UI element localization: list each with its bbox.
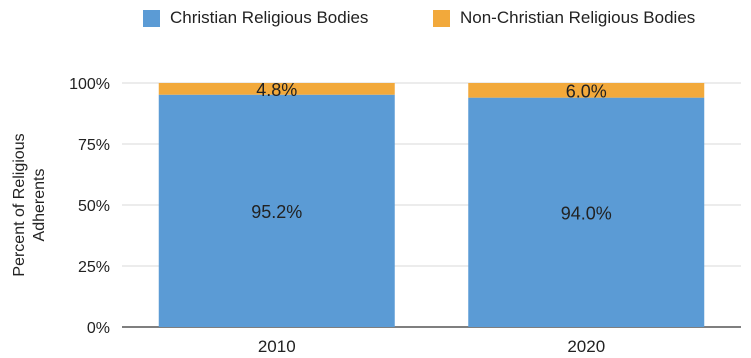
legend-swatch-non-christian (433, 9, 450, 27)
legend-label-christian: Christian Religious Bodies (170, 8, 369, 27)
data-label-non-christian-2020: 6.0% (566, 81, 607, 101)
bar-non-christian-2020 (468, 83, 705, 98)
data-label-christian-2020: 94.0% (561, 203, 612, 223)
data-label-non-christian-2010: 4.8% (256, 80, 297, 100)
x-tick-label-2020: 2020 (567, 337, 605, 356)
y-tick-label-50: 50% (78, 198, 110, 215)
y-axis-label-line-1: Percent of Religious (11, 133, 28, 276)
y-tick-label-25: 25% (78, 259, 110, 276)
bar-christian-2010 (158, 94, 395, 327)
data-label-christian-2010: 95.2% (251, 202, 302, 222)
bar-non-christian-2010 (158, 83, 395, 95)
legend: Christian Religious Bodies Non-Christian… (0, 8, 751, 36)
y-tick-label-0: 0% (87, 320, 110, 337)
legend-swatch-christian (143, 9, 160, 27)
x-tick-label-2010: 2010 (258, 337, 296, 356)
legend-item-non-christian: Non-Christian Religious Bodies (433, 8, 695, 28)
y-axis-label-line-2: Adherents (31, 169, 48, 242)
bar-christian-2020 (468, 97, 705, 327)
y-tick-label-75: 75% (78, 137, 110, 154)
legend-label-non-christian: Non-Christian Religious Bodies (460, 8, 696, 27)
legend-item-christian: Christian Religious Bodies (143, 8, 368, 28)
y-tick-label-100: 100% (69, 76, 110, 93)
